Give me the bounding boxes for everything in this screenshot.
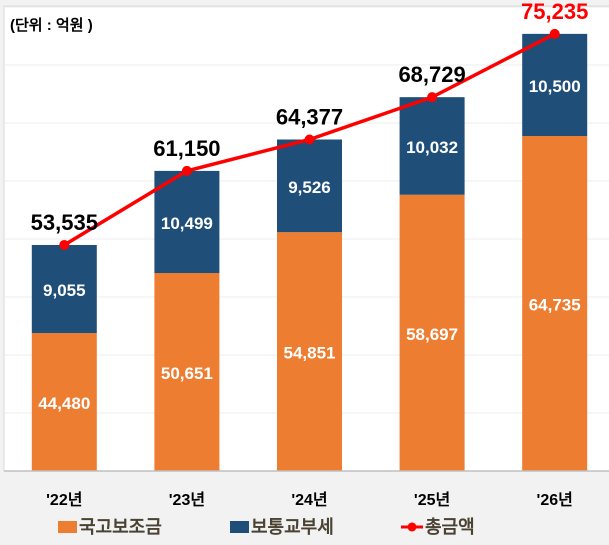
label-total: 75,235: [521, 0, 588, 24]
label-subsidy: 64,735: [529, 296, 581, 315]
bar-subsidy: [522, 136, 588, 471]
bar-grant: [154, 170, 220, 274]
label-grant: 9,526: [288, 178, 331, 197]
x-tick-label: '24년: [291, 490, 327, 509]
label-total: 61,150: [153, 136, 220, 161]
total-point: [304, 134, 315, 145]
bar-grant: [399, 97, 465, 195]
bar-subsidy: [399, 194, 465, 471]
label-subsidy: 50,651: [161, 364, 213, 383]
legend-label-subsidy: 국고보조금: [79, 517, 162, 537]
bar-grant: [277, 139, 342, 233]
x-tick-label: '23년: [169, 490, 205, 509]
legend-label-grant: 보통교부세: [251, 517, 334, 537]
total-point: [549, 28, 560, 39]
legend: 국고보조금 보통교부세 총금액: [58, 517, 475, 537]
bar-grant: [522, 33, 588, 137]
label-grant: 9,055: [43, 281, 86, 300]
legend-marker: [407, 522, 417, 532]
label-total: 53,535: [31, 210, 98, 235]
bar-subsidy: [154, 273, 220, 471]
label-subsidy: 44,480: [38, 394, 90, 413]
bar-subsidy: [277, 232, 342, 471]
label-grant: 10,499: [161, 214, 213, 233]
bar-grant: [31, 244, 97, 334]
unit-label: (단위 : 억원 ): [10, 16, 93, 34]
label-subsidy: 54,851: [284, 344, 336, 363]
x-tick-label: '26년: [537, 490, 573, 509]
legend-swatch-blue: [230, 521, 249, 533]
x-tick-label: '22년: [46, 490, 82, 509]
total-point: [427, 92, 438, 103]
label-grant: 10,032: [406, 138, 458, 157]
label-subsidy: 58,697: [406, 325, 458, 344]
label-grant: 10,500: [529, 77, 581, 96]
label-total: 68,729: [398, 62, 465, 87]
legend-swatch-orange: [58, 521, 77, 533]
total-point: [59, 239, 70, 250]
label-total: 64,377: [276, 104, 343, 129]
legend-label-total: 총금액: [425, 517, 475, 537]
x-tick-label: '25년: [414, 490, 450, 509]
bar-subsidy: [31, 333, 97, 471]
total-point: [181, 165, 192, 176]
